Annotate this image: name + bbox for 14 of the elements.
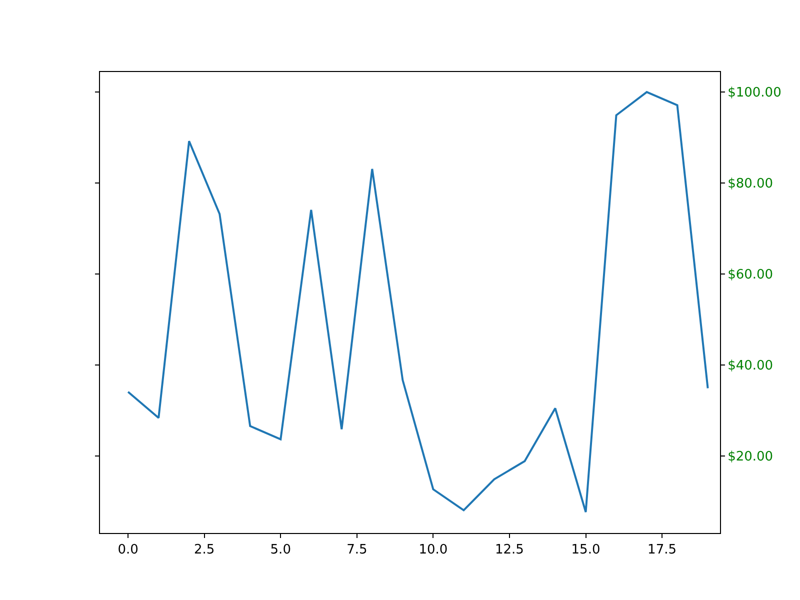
line-series (127, 91, 709, 514)
y-tick-label: $20.00 (728, 450, 774, 465)
x-tick-label: 15.0 (571, 542, 600, 558)
x-tick-label: 10.0 (418, 542, 448, 558)
x-tick-label: 17.5 (648, 542, 677, 558)
y-tick-label: $80.00 (728, 176, 774, 192)
x-tick-label: 7.5 (346, 542, 368, 558)
y-tick-label: $40.00 (728, 358, 774, 374)
x-tick-label: 12.5 (494, 542, 524, 558)
x-tick-label: 0.0 (118, 542, 138, 558)
x-tick-label: 2.5 (194, 542, 215, 558)
y-tick-label: $60.00 (728, 268, 774, 283)
x-tick-label: 5.0 (270, 542, 291, 558)
y-tick-label: $100.00 (728, 86, 782, 101)
